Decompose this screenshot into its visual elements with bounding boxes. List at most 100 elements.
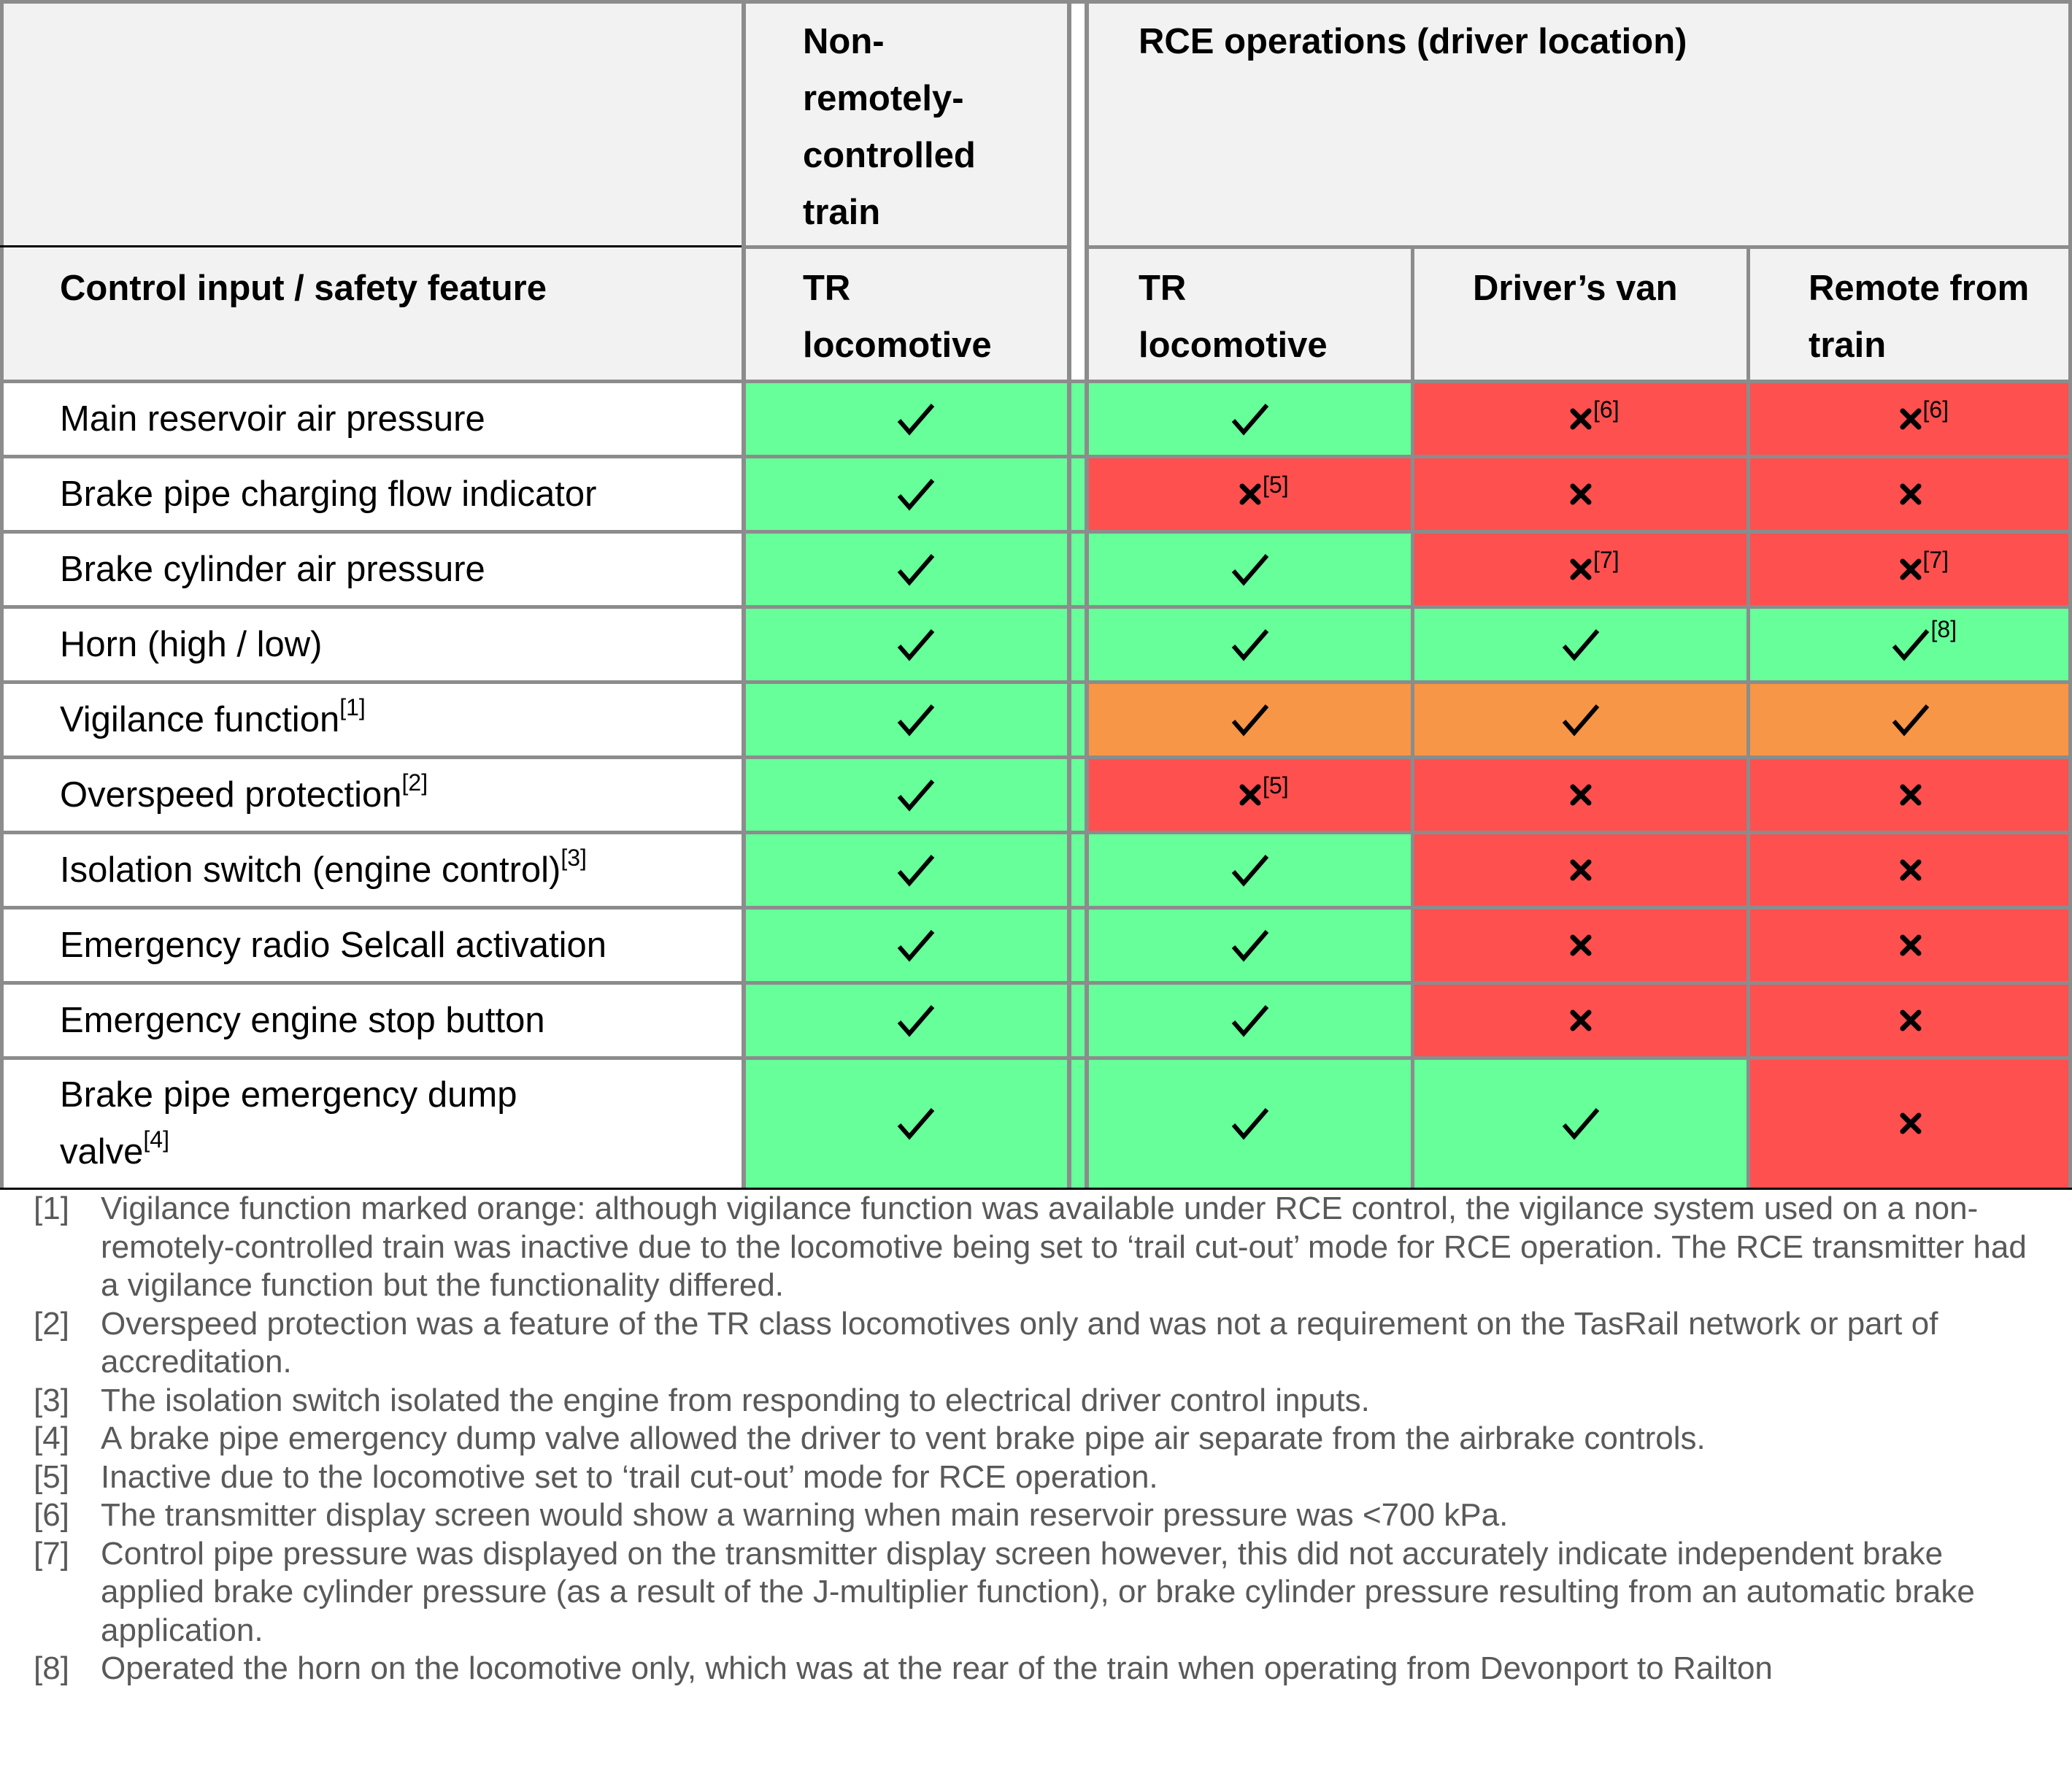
cell-footnote-ref: [7] xyxy=(1922,546,1949,573)
header-label-cell xyxy=(0,0,744,381)
row-label: Isolation switch (engine control)[3] xyxy=(60,842,587,899)
footnote: [4] A brake pipe emergency dump valve all… xyxy=(0,1420,2072,1458)
row-separator xyxy=(0,981,2072,985)
footnote-text: The transmitter display screen would sho… xyxy=(101,1497,1509,1533)
cell-footnote-ref: [8] xyxy=(1930,615,1957,642)
table-border-left xyxy=(0,0,4,1188)
cross-icon xyxy=(1900,934,1922,956)
row-label: Main reservoir air pressure xyxy=(60,391,485,447)
column-separator xyxy=(742,0,746,1188)
footnote: [3] The isolation switch isolated the eng… xyxy=(0,1382,2072,1420)
header-rule-nonrc xyxy=(744,245,1070,249)
checkmark-icon xyxy=(1231,1004,1269,1037)
status-cell-rce-tr xyxy=(1087,682,1413,757)
status-cell-rce-van xyxy=(1413,1058,1749,1188)
row-label-text: Vigilance function xyxy=(60,699,340,739)
cross-icon: [7] xyxy=(1900,548,1949,580)
cell-footnote-ref: [5] xyxy=(1263,772,1289,799)
column-header-nonrc-tr: TR locomotive xyxy=(803,269,992,365)
cross-icon xyxy=(1570,784,1592,806)
column-separator xyxy=(1067,0,1071,1188)
row-separator xyxy=(0,831,2072,834)
checkmark-icon xyxy=(1231,853,1269,887)
status-cell-nonrc-tr xyxy=(744,907,1087,982)
row-label: Horn (high / low) xyxy=(60,616,322,673)
status-cell-rce-tr xyxy=(1087,531,1413,607)
checkmark-icon xyxy=(1562,628,1600,661)
footnote-number: [8] xyxy=(34,1650,69,1686)
status-cell-rce-van xyxy=(1413,907,1749,982)
footnote-text: A brake pipe emergency dump valve allowe… xyxy=(101,1420,1706,1456)
row-label-text: Horn (high / low) xyxy=(60,624,323,664)
checkmark-icon xyxy=(897,477,935,511)
footnote: [8] Operated the horn on the locomotive o… xyxy=(0,1650,2072,1688)
checkmark-icon xyxy=(897,853,935,887)
row-separator xyxy=(0,906,2072,910)
status-cell-rce-van xyxy=(1413,607,1749,682)
footnote-number: [7] xyxy=(34,1535,69,1572)
row-label-text: Brake pipe charging flow indicator xyxy=(60,474,597,514)
checkmark-icon xyxy=(897,928,935,962)
column-separator xyxy=(1746,245,1750,1188)
footnote-text: Inactive due to the locomotive set to ‘t… xyxy=(101,1458,1158,1495)
footnote: [2] Overspeed protection was a feature of… xyxy=(0,1305,2072,1382)
header-nonrc-cell xyxy=(744,0,1070,381)
row-label-text: Brake cylinder air pressure xyxy=(60,549,485,589)
table-border-right xyxy=(2068,0,2072,1188)
cross-icon xyxy=(1900,784,1922,806)
footnote-number: [2] xyxy=(34,1305,69,1342)
footnote-text: Operated the horn on the locomotive only… xyxy=(101,1650,1773,1686)
checkmark-icon xyxy=(1231,703,1269,737)
footnote-number: [3] xyxy=(34,1382,69,1418)
feature-availability-table: Non- remotely- controlled train RCE oper… xyxy=(0,0,2072,1190)
status-cell-nonrc-tr xyxy=(744,757,1087,832)
status-cell-rce-tr xyxy=(1087,907,1413,982)
footnote-text: The isolation switch isolated the engine… xyxy=(101,1382,1370,1418)
header-rce-cell xyxy=(1087,0,2072,381)
cross-icon xyxy=(1570,483,1592,505)
footnote-text: Control pipe pressure was displayed on t… xyxy=(101,1535,1975,1648)
footnote-number: [4] xyxy=(34,1420,69,1456)
column-header-rce-van: Driver’s van xyxy=(1473,269,1678,308)
cross-icon: [6] xyxy=(1900,398,1949,430)
row-footnote-ref: [3] xyxy=(561,844,587,871)
status-cell-rce-remote xyxy=(1749,907,2072,982)
cross-icon xyxy=(1900,1010,1922,1031)
status-cell-nonrc-tr xyxy=(744,682,1087,757)
status-cell-rce-remote xyxy=(1749,982,2072,1058)
status-cell-rce-tr: [5] xyxy=(1087,456,1413,531)
cross-icon: [7] xyxy=(1570,548,1620,580)
row-label-text: Emergency engine stop button xyxy=(60,1000,545,1040)
cell-footnote-ref: [5] xyxy=(1263,471,1289,498)
row-separator xyxy=(0,755,2072,759)
status-cell-nonrc-tr xyxy=(744,381,1087,456)
status-cell-rce-remote xyxy=(1749,682,2072,757)
status-cell-rce-remote xyxy=(1749,1058,2072,1188)
status-cell-rce-remote xyxy=(1749,456,2072,531)
footnote: [7] Control pipe pressure was displayed o… xyxy=(0,1535,2072,1650)
cross-icon xyxy=(1570,1010,1592,1031)
row-footnote-ref: [1] xyxy=(339,693,366,720)
row-footnote-ref: [4] xyxy=(143,1126,169,1153)
checkmark-icon xyxy=(1231,928,1269,962)
status-cell-rce-van xyxy=(1413,682,1749,757)
status-cell-rce-remote: [6] xyxy=(1749,381,2072,456)
row-separator xyxy=(0,530,2072,534)
status-cell-rce-remote: [8] xyxy=(1749,607,2072,682)
status-cell-rce-remote xyxy=(1749,832,2072,907)
row-label: Brake pipe emergency dump valve[4] xyxy=(60,1066,517,1180)
cross-icon xyxy=(1900,859,1922,881)
status-cell-rce-van xyxy=(1413,982,1749,1058)
status-cell-rce-van xyxy=(1413,456,1749,531)
checkmark-icon xyxy=(897,553,935,586)
header-rule-rce xyxy=(1087,245,2072,249)
checkmark-icon xyxy=(1231,402,1269,436)
cell-footnote-ref: [7] xyxy=(1593,546,1620,573)
status-cell-nonrc-tr xyxy=(744,531,1087,607)
column-separator xyxy=(1411,245,1414,1188)
row-label-text: Main reservoir air pressure xyxy=(60,399,485,439)
status-cell-rce-van xyxy=(1413,832,1749,907)
cross-icon xyxy=(1900,483,1922,505)
row-separator xyxy=(0,680,2072,684)
cross-icon: [5] xyxy=(1239,774,1289,806)
